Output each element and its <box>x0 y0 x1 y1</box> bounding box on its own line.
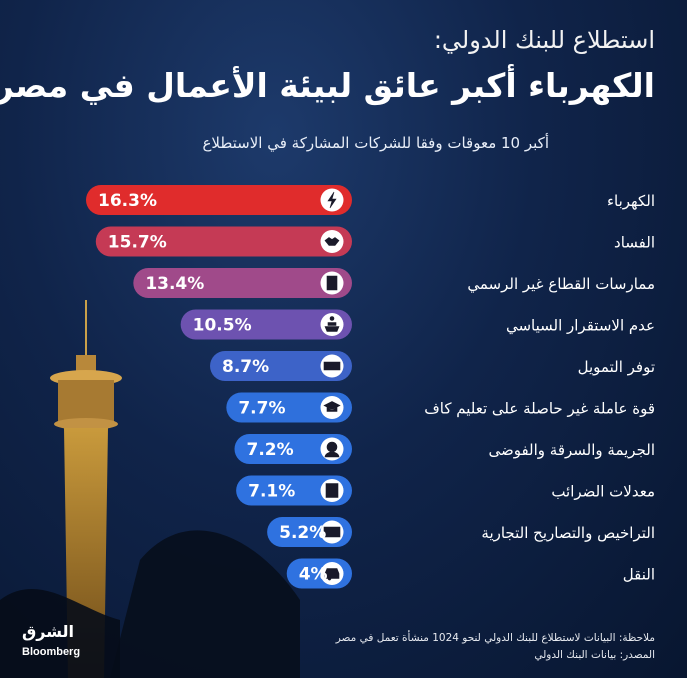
category-label: عدم الاستقرار السياسي <box>506 317 655 336</box>
title-line-2: الكهرباء أكبر عائق لبيئة الأعمال في مصر <box>0 66 655 105</box>
category-label: ممارسات القطاع غير الرسمي <box>467 275 655 294</box>
footnote: ملاحظة: البيانات لاستطلاع للبنك الدولي ل… <box>335 632 655 644</box>
lightning-icon <box>327 191 337 209</box>
value-label: 7.2% <box>247 440 294 460</box>
bar-row: 7.2% الجريمة والسرقة والفوضى <box>234 434 655 464</box>
value-label: 7.7% <box>238 399 285 419</box>
bar-row: 8.7% توفر التمويل <box>210 351 655 381</box>
category-label: الفساد <box>614 234 655 252</box>
category-label: التراخيص والتصاريح التجارية <box>481 524 655 542</box>
value-label: 13.4% <box>145 274 204 294</box>
logo-brand-ar: الشرق <box>22 622 75 641</box>
logo-brand-en: Bloomberg <box>22 646 81 658</box>
category-label: توفر التمويل <box>578 358 655 376</box>
category-label: النقل <box>623 566 655 584</box>
license-card-icon <box>323 526 341 538</box>
source-note: المصدر: بيانات البنك الدولي <box>534 649 655 661</box>
handshake-icon <box>324 237 340 246</box>
title-line-1: استطلاع للبنك الدولي: <box>433 26 655 54</box>
category-label: الكهرباء <box>607 192 655 210</box>
bar-row: 5.2% التراخيص والتصاريح التجارية <box>267 517 655 547</box>
value-label: 8.7% <box>222 357 269 377</box>
bar-row: 15.7% الفساد <box>95 226 655 257</box>
value-label: 4% <box>299 565 328 585</box>
graduation-cap-icon <box>323 401 341 412</box>
bar <box>86 185 352 215</box>
car-icon <box>324 568 340 581</box>
bar-row: 4% النقل <box>286 558 655 589</box>
bar <box>133 268 352 298</box>
bar-row: 13.4% ممارسات القطاع غير الرسمي <box>133 268 655 298</box>
value-label: 7.1% <box>248 482 295 502</box>
bar <box>95 226 352 257</box>
bar-row: 7.1% معدلات الضرائب <box>236 475 655 506</box>
bar <box>234 434 352 464</box>
bar <box>180 309 352 340</box>
asharq-bloomberg-logo: الشرق Bloomberg <box>22 622 96 664</box>
value-label: 16.3% <box>98 191 157 211</box>
bar-row: 10.5% عدم الاستقرار السياسي <box>180 309 655 340</box>
podium-icon <box>324 316 340 332</box>
bar <box>236 475 352 506</box>
building-icon <box>326 275 338 291</box>
bar-row: 7.7% قوة عاملة غير حاصلة على تعليم كاف <box>226 392 655 423</box>
thief-icon <box>324 441 340 458</box>
value-label: 15.7% <box>108 233 167 253</box>
bar-row: 16.3% الكهرباء <box>86 185 655 215</box>
money-icon <box>323 361 341 371</box>
category-label: الجريمة والسرقة والفوضى <box>488 441 655 459</box>
category-label: قوة عاملة غير حاصلة على تعليم كاف <box>424 400 655 418</box>
category-label: معدلات الضرائب <box>551 483 655 501</box>
value-label: 10.5% <box>193 316 252 336</box>
bar <box>226 392 352 423</box>
subtitle: أكبر 10 معوقات وفقا للشركات المشاركة في … <box>202 134 549 152</box>
value-label: 5.2% <box>279 523 326 543</box>
bar <box>210 351 352 381</box>
tax-document-icon <box>325 483 339 498</box>
